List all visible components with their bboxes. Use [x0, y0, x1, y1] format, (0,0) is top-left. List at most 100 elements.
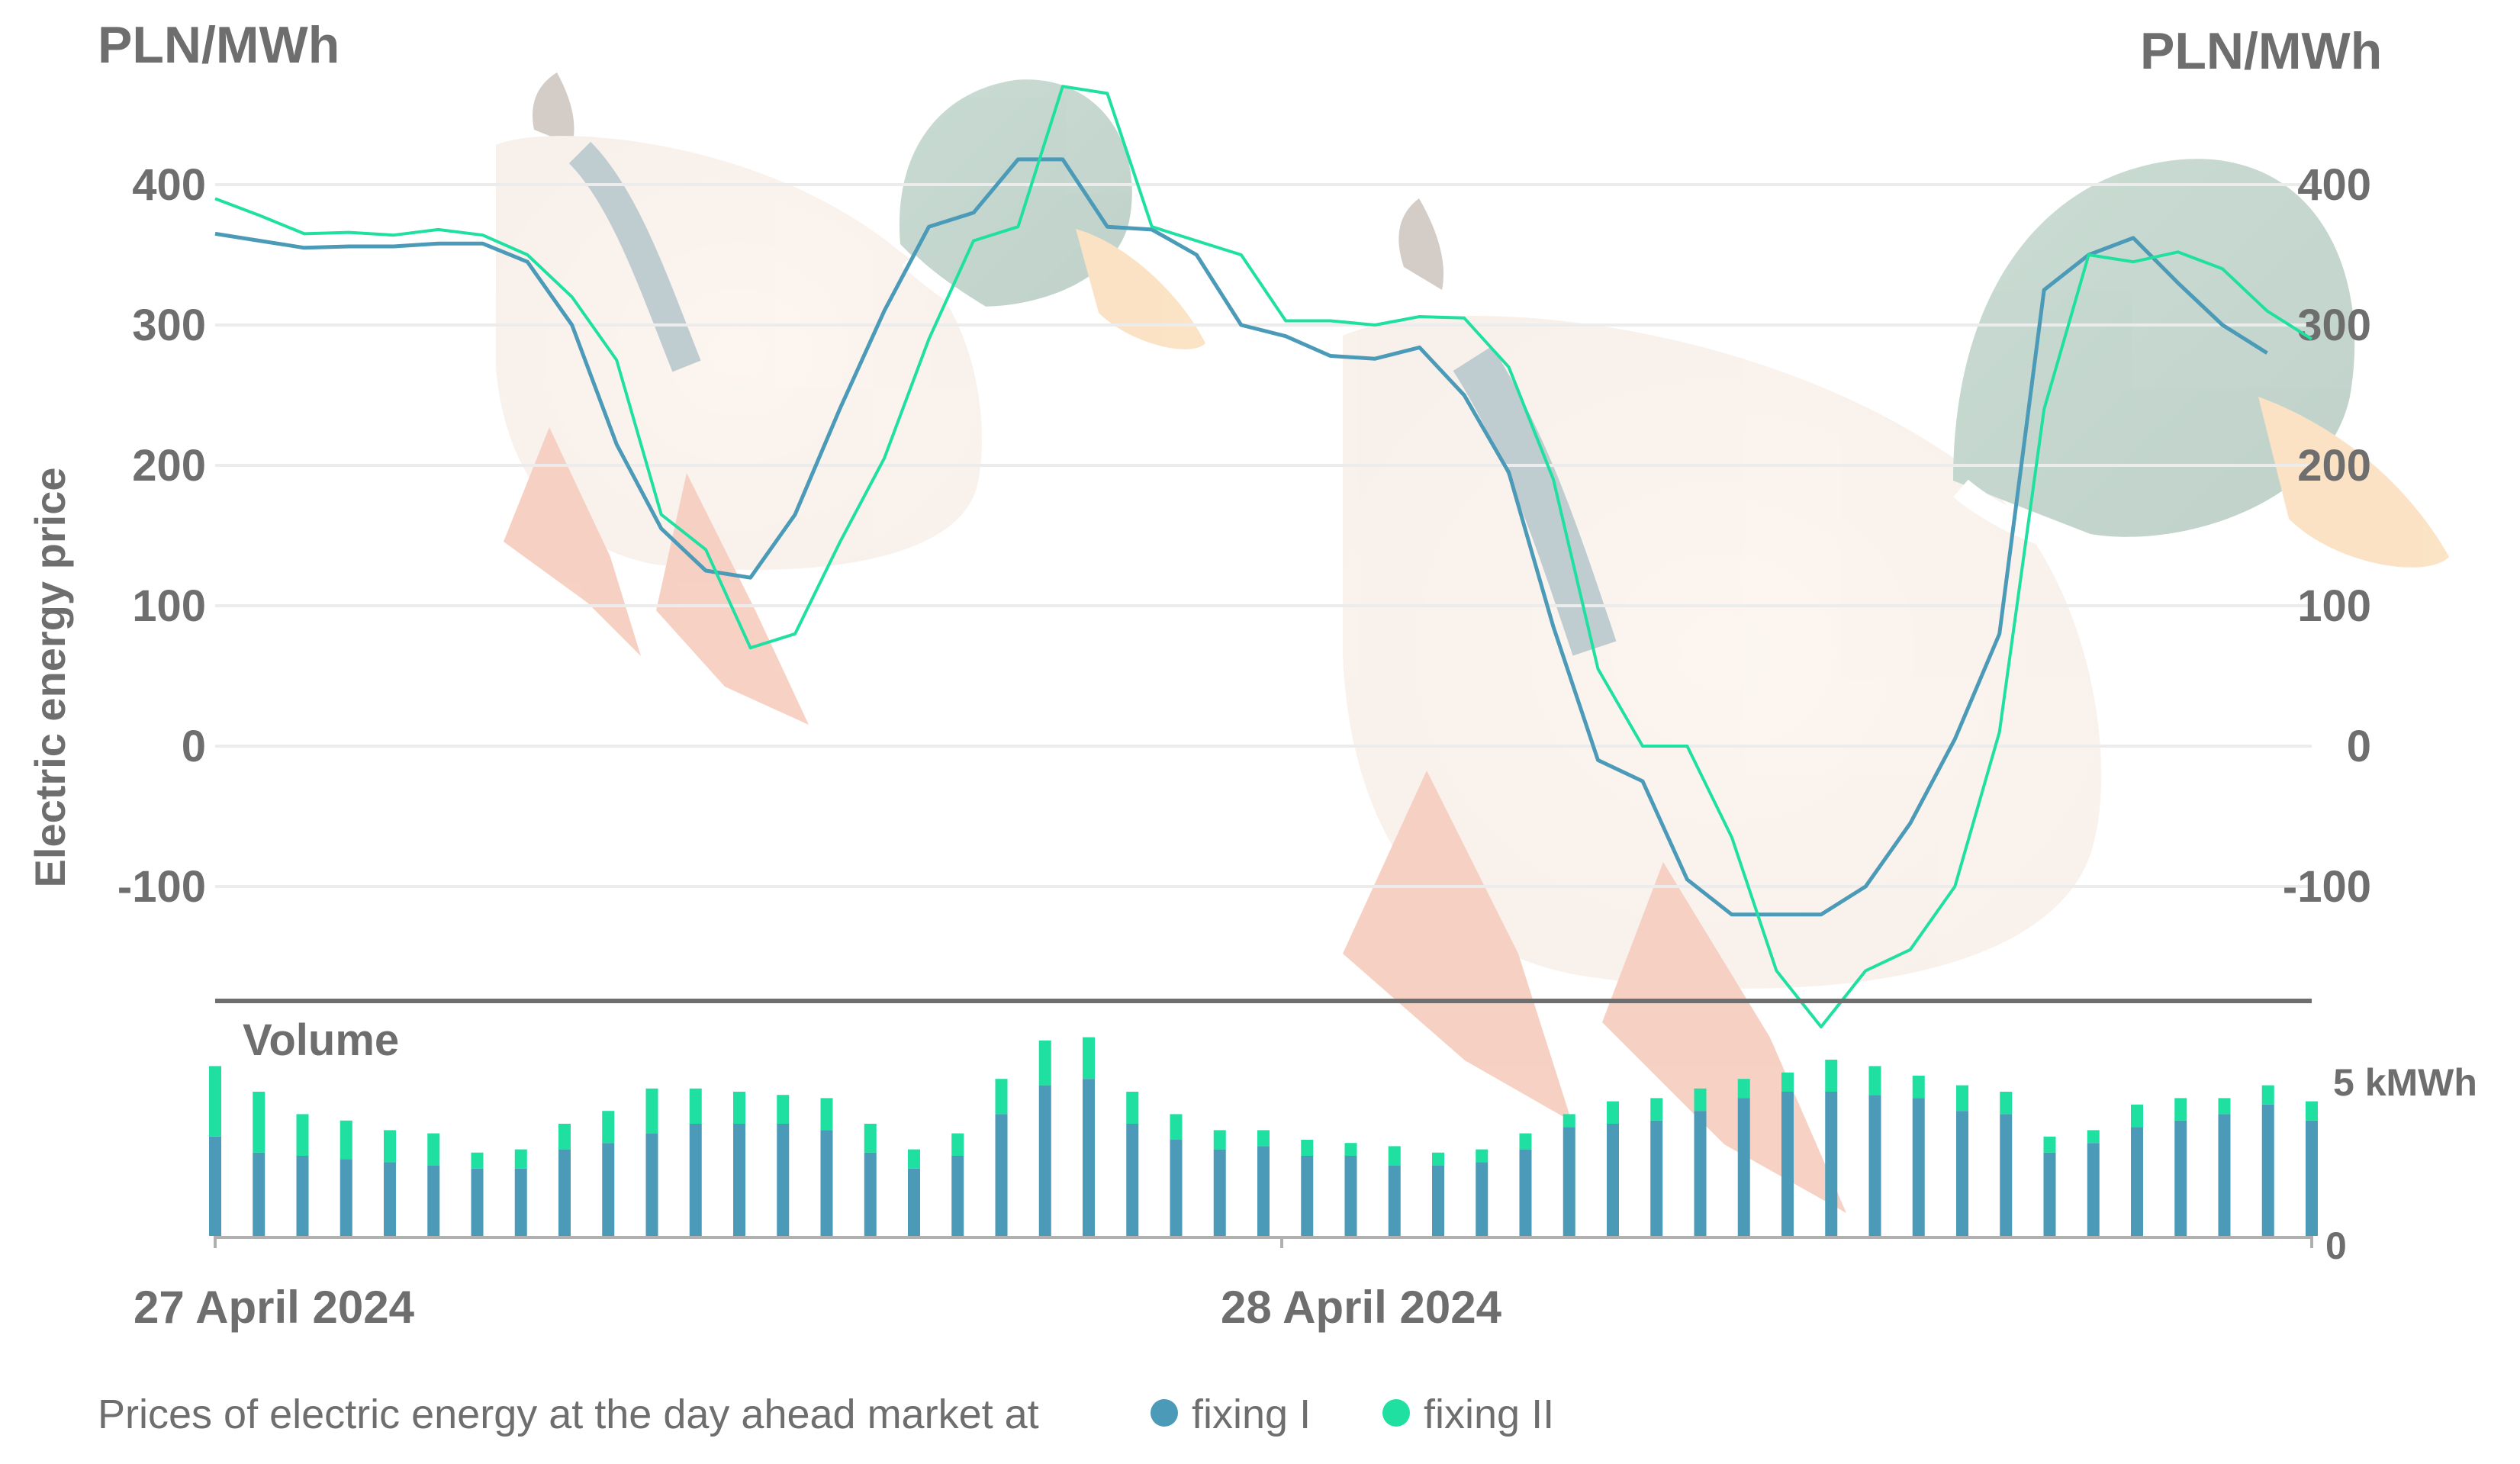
volume-bar-fixing-ii [2087, 1130, 2100, 1144]
volume-bar-fixing-ii [1868, 1066, 1881, 1096]
volume-bar-fixing-ii [1432, 1152, 1444, 1166]
volume-bar-fixing-ii [1301, 1140, 1314, 1156]
right-tick-labels: 400 300 200 100 0 -100 [2283, 160, 2371, 912]
volume-bar-fixing-i [1650, 1120, 1663, 1236]
volume-bar-fixing-i [2000, 1114, 2013, 1236]
right-tick-label: 300 [2297, 301, 2371, 350]
volume-bar-fixing-i [1388, 1165, 1401, 1236]
left-tick-label: 400 [132, 160, 206, 210]
volume-bar-fixing-i [1737, 1098, 1750, 1236]
price-lines [214, 85, 2313, 1028]
volume-bar-fixing-ii [253, 1092, 266, 1153]
volume-bar-fixing-ii [2261, 1085, 2274, 1105]
volume-bar-fixing-i [1868, 1095, 1881, 1236]
volume-bar-fixing-ii [1170, 1114, 1183, 1140]
legend-label-fixing-i[interactable]: fixing I [1192, 1392, 1311, 1437]
volume-bar-fixing-ii [558, 1124, 571, 1150]
right-tick-label: -100 [2283, 862, 2371, 912]
volume-bar-fixing-ii [1126, 1092, 1139, 1124]
volume-bar-fixing-ii [1083, 1037, 1095, 1079]
volume-bar-fixing-ii [514, 1149, 527, 1169]
volume-bar-fixing-i [864, 1152, 877, 1236]
volume-bar-fixing-ii [2000, 1092, 2013, 1115]
volume-bar-fixing-i [2174, 1120, 2187, 1236]
right-tick-label: 100 [2297, 581, 2371, 631]
volume-bar-fixing-ii [1344, 1143, 1357, 1156]
volume-bar-fixing-i [340, 1159, 352, 1236]
volume-bar-fixing-ii [2218, 1098, 2231, 1115]
volume-bar-fixing-i [1607, 1124, 1619, 1236]
price-gridlines [215, 183, 2312, 888]
y-axis-label: Electric energy price [26, 468, 74, 888]
volume-bar-fixing-ii [777, 1095, 790, 1124]
volume-bar-fixing-i [602, 1143, 615, 1236]
volume-bar-fixing-i [1781, 1092, 1794, 1236]
volume-bar-fixing-ii [1213, 1130, 1226, 1150]
volume-bar-fixing-ii [427, 1133, 440, 1166]
volume-bar-fixing-ii [1781, 1072, 1794, 1092]
volume-bar-fixing-i [1301, 1156, 1314, 1236]
left-tick-label: 200 [132, 441, 206, 491]
legend: Prices of electric energy at the day ahe… [98, 1392, 1554, 1437]
volume-bar-fixing-i [1476, 1162, 1489, 1236]
volume-bar-fixing-ii [733, 1092, 745, 1124]
volume-bar-fixing-i [1213, 1149, 1226, 1236]
volume-bar-fixing-ii [1563, 1114, 1575, 1128]
volume-bar-fixing-ii [820, 1098, 833, 1131]
volume-bar-fixing-i [2087, 1143, 2100, 1236]
volume-bar-fixing-ii [1038, 1040, 1051, 1086]
volume-bar-fixing-i [427, 1165, 440, 1236]
volume-bar-fixing-i [1519, 1149, 1532, 1236]
volume-bar-fixing-ii [1694, 1088, 1707, 1112]
volume-bar-fixing-i [1170, 1140, 1183, 1236]
left-tick-label: 100 [132, 581, 206, 631]
volume-bar-fixing-i [689, 1124, 702, 1236]
volume-bar-fixing-ii [1476, 1149, 1489, 1163]
volume-bar-fixing-ii [602, 1111, 615, 1144]
volume-bar-fixing-ii [471, 1152, 484, 1169]
volume-bar-fixing-ii [951, 1133, 964, 1156]
volume-zero-tick: 0 [2325, 1224, 2347, 1267]
volume-bar-fixing-i [1257, 1146, 1270, 1236]
volume-bar-fixing-i [2131, 1127, 2143, 1236]
volume-bar-fixing-ii [1737, 1079, 1750, 1099]
volume-unit-tick: 5 kMWh [2333, 1061, 2477, 1104]
volume-bar-fixing-i [1126, 1124, 1139, 1236]
left-tick-label: -100 [117, 862, 206, 912]
volume-bar-fixing-i [908, 1168, 920, 1236]
volume-bar-fixing-ii [2043, 1136, 2056, 1153]
volume-bar-fixing-ii [2131, 1104, 2143, 1128]
volume-bar-fixing-i [1563, 1127, 1575, 1236]
volume-bar-fixing-ii [340, 1120, 352, 1160]
volume-bar-fixing-i [1038, 1085, 1051, 1236]
volume-bar-fixing-i [777, 1124, 790, 1236]
volume-bar-fixing-i [296, 1156, 309, 1236]
right-tick-label: 200 [2297, 441, 2371, 491]
date-label-day2: 28 April 2024 [1221, 1282, 1502, 1333]
volume-bar-fixing-i [995, 1114, 1008, 1236]
volume-bar-fixing-ii [296, 1114, 309, 1156]
volume-bar-fixing-ii [1825, 1060, 1838, 1092]
volume-bar-fixing-i [1956, 1111, 1968, 1236]
volume-bar-fixing-ii [645, 1088, 658, 1134]
volume-bar-fixing-i [820, 1130, 833, 1236]
volume-bar-fixing-i [209, 1136, 221, 1236]
legend-label-fixing-ii[interactable]: fixing II [1424, 1392, 1554, 1437]
legend-marker-fixing-ii[interactable] [1382, 1399, 1410, 1427]
volume-bar-fixing-ii [1912, 1076, 1925, 1099]
series-line-fixing-ii [214, 85, 2313, 1028]
volume-bar-fixing-ii [1519, 1133, 1532, 1150]
volume-bar-fixing-i [253, 1152, 266, 1236]
left-tick-label: 300 [132, 301, 206, 350]
duck-illustration-right [1343, 159, 2449, 1213]
right-unit-label: PLN/MWh [2140, 22, 2382, 80]
volume-bar-fixing-ii [908, 1149, 920, 1169]
volume-bar-fixing-ii [384, 1130, 396, 1163]
volume-bar-fixing-ii [689, 1088, 702, 1124]
duck-illustration-left [496, 72, 1205, 725]
volume-bar-fixing-i [558, 1149, 571, 1236]
legend-marker-fixing-i[interactable] [1151, 1399, 1178, 1427]
volume-bar-fixing-i [1344, 1156, 1357, 1236]
